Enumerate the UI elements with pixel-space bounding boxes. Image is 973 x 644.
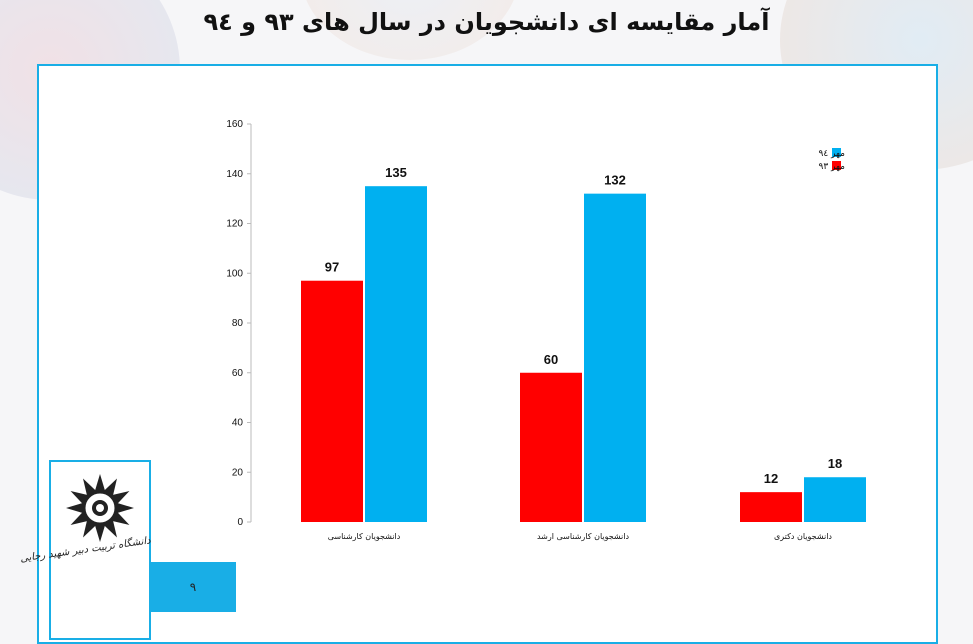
data-label: 60 (544, 352, 558, 367)
logo-emblem-icon (66, 474, 134, 542)
legend-swatch (832, 148, 841, 157)
page-number: ۹ (150, 562, 236, 612)
category-label: دانشجویان دکتری (774, 532, 832, 541)
data-label: 12 (764, 471, 778, 486)
bar (520, 372, 582, 522)
category-label: دانشجویان کارشناسی (328, 532, 401, 541)
data-label: 132 (604, 173, 626, 188)
y-tick-label: 160 (226, 119, 243, 130)
bar (740, 492, 802, 522)
slide-title: آمار مقایسه ای دانشجویان در سال های ۹۳ و… (203, 8, 770, 36)
y-tick-label: 140 (226, 169, 243, 180)
data-label: 18 (828, 456, 842, 471)
y-tick-label: 80 (232, 318, 244, 329)
y-tick-label: 60 (232, 368, 244, 379)
y-tick-label: 100 (226, 268, 243, 279)
y-tick-label: 40 (232, 418, 244, 429)
data-label: 97 (325, 260, 339, 275)
bar (365, 186, 427, 522)
bar (301, 280, 363, 522)
bar (584, 193, 646, 522)
y-tick-label: 20 (232, 467, 244, 478)
bar-chart: 0 20 40 60 80 100 120 140 160 97 135 دانشجویان کارش… (226, 119, 866, 541)
legend-swatch (832, 161, 841, 170)
chart-frame: 0 20 40 60 80 100 120 140 160 97 135 دانشجویان کارش… (37, 64, 938, 644)
bar (804, 477, 866, 522)
category-label: دانشجویان کارشناسی ارشد (537, 532, 630, 541)
legend-label: مهر ۹۳ (819, 162, 846, 172)
legend-label: مهر ۹٤ (819, 149, 846, 159)
university-logo: دانشگاه تربیت دبیر شهید رجایی (19, 460, 151, 640)
y-tick-label: 120 (226, 219, 243, 230)
y-tick-label: 0 (237, 517, 243, 528)
data-label: 135 (385, 165, 407, 180)
